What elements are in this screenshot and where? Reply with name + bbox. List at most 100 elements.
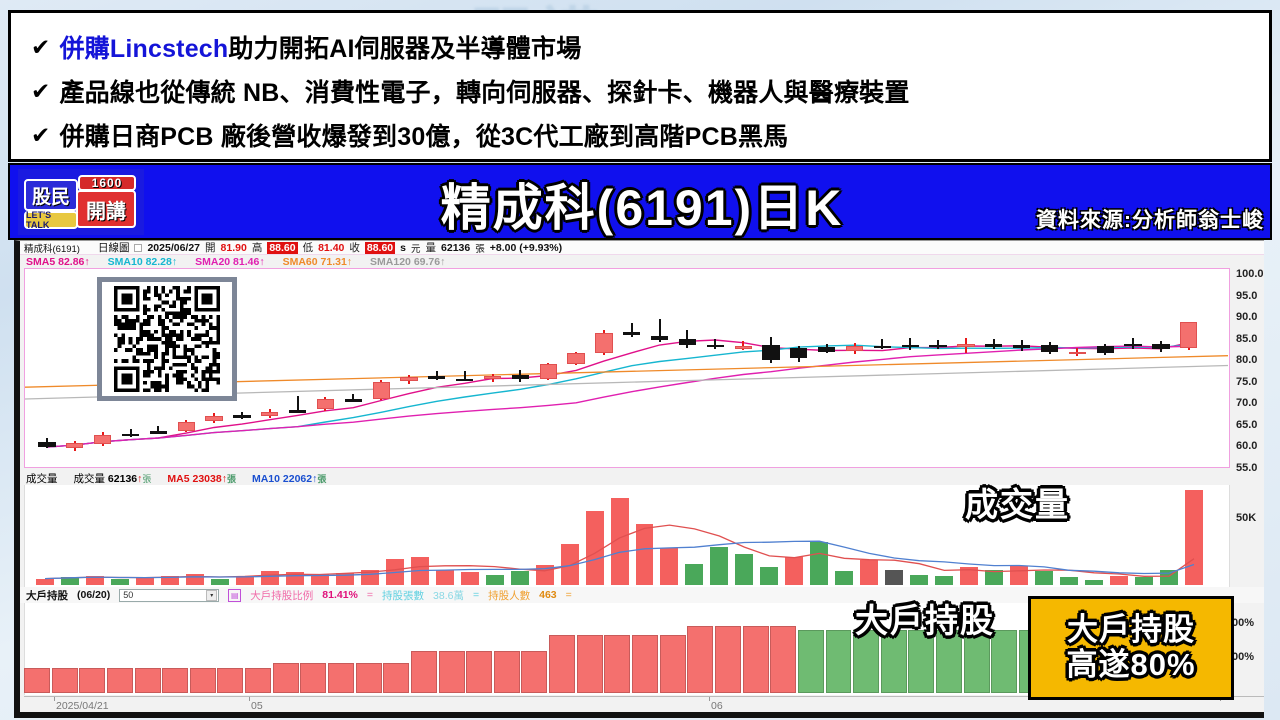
qr-code[interactable] [97, 277, 237, 401]
price-change: +8.00 (+9.93%) [489, 241, 563, 254]
candle-body [121, 433, 140, 437]
holders-people-eq: = [565, 589, 572, 601]
holders-shares-eq: = [472, 589, 480, 601]
candle-body [873, 345, 892, 349]
volume-bar [160, 576, 179, 585]
volume-bar [1135, 577, 1154, 585]
sma-legend-item: SMA60 71.31↑ [282, 255, 353, 268]
badge-line-1: 大戶持股 [1067, 612, 1195, 648]
volume-bar [110, 578, 129, 585]
overlay-label-volume: 成交量 [965, 486, 1070, 523]
close-label: 收 [349, 242, 360, 254]
candle-wick [352, 394, 355, 401]
grid-view-icon[interactable]: ▤ [228, 588, 242, 602]
holders-bar [134, 667, 161, 693]
candle-body [706, 344, 724, 348]
holders-bar [466, 650, 493, 693]
candle-body [372, 381, 390, 399]
channel-logo: 股民 1600 開講 LET'S TALK [18, 169, 144, 235]
volume-ma5: MA5 23038↑張 [167, 473, 236, 485]
holders-ratio-label: 大戶持股比例 [250, 589, 314, 602]
volume-bar [85, 575, 104, 585]
candle-body [1124, 343, 1142, 347]
candle-body [1152, 344, 1170, 350]
volume-bar [610, 497, 629, 585]
ma-line [46, 345, 1189, 448]
holders-bar [549, 634, 576, 693]
price-axis-tick: 85.0 [1236, 332, 1258, 345]
volume-bar [435, 570, 454, 585]
price-axis-tick: 90.0 [1236, 311, 1258, 323]
holders-bar [632, 634, 658, 693]
sma-legend-item: SMA10 82.28↑ [107, 255, 178, 268]
candle-body [344, 399, 362, 402]
bullet-item-3: ✔ 併購日商PCB 廠後營收爆發到30億，從3C代工廠到高階PCB黑馬 [11, 113, 1269, 157]
x-axis: 2025/04/21 05 06 [24, 696, 1264, 712]
volume-bar [585, 511, 604, 585]
sma-legend-item: SMA5 82.86↑ [26, 255, 90, 268]
badge-line-2: 高遂80% [1066, 647, 1196, 682]
check-icon: ✔ [31, 77, 51, 104]
volume-bar [785, 557, 804, 585]
holders-bar [272, 663, 299, 693]
volume-bar [935, 575, 954, 585]
quote-chart-type[interactable]: 日線圖 [97, 242, 130, 254]
price-chart-pane[interactable] [24, 268, 1230, 468]
price-unit: 元 [411, 243, 421, 255]
holders-bar [604, 634, 631, 693]
candle-body [177, 422, 195, 431]
candle-body [1013, 345, 1031, 348]
candle-body [38, 442, 56, 448]
holders-bar [880, 630, 907, 693]
holders-people-label: 持股人數 [488, 589, 531, 602]
price-axis-tick: 60.0 [1236, 440, 1258, 452]
candle-wick [686, 329, 689, 348]
volume-bar [1160, 570, 1179, 585]
chevron-down-icon[interactable]: ▾ [206, 589, 218, 601]
candle-body [595, 332, 613, 353]
candle-body [651, 335, 669, 340]
candle-body [483, 376, 502, 379]
candle-body [985, 343, 1003, 348]
logo-text-2: 1600 [78, 175, 136, 191]
sma-legend: SMA5 82.86↑ SMA10 82.28↑ SMA20 81.46↑ SM… [20, 255, 1264, 268]
candle-body [1040, 345, 1059, 352]
candle-body [734, 346, 752, 349]
volume-chart-pane[interactable] [24, 485, 1230, 587]
holders-bar [300, 663, 327, 693]
candle-body [1180, 321, 1198, 349]
quote-symbol: 精成科(6191) [24, 243, 80, 255]
quote-date: 2025/06/27 [147, 241, 201, 254]
quote-checkbox-icon[interactable] [134, 243, 143, 252]
volume-bar [36, 578, 54, 585]
volume-bar [185, 573, 204, 585]
candle-wick [881, 339, 884, 350]
volume-bar [1085, 580, 1104, 585]
low-label: 低 [302, 242, 314, 254]
holders-bar [825, 630, 852, 693]
volume-axis-tick: 50K [1236, 512, 1257, 524]
volume-bar [310, 574, 329, 585]
volume-label: 量 [425, 242, 437, 254]
holders-bar [521, 650, 548, 693]
candle-body [845, 346, 864, 351]
volume-ma-lines [44, 524, 1195, 580]
candle-body [456, 378, 474, 382]
holders-threshold-select[interactable]: 50 ▾ [119, 588, 220, 602]
candlestick-series [25, 269, 1228, 466]
x-axis-tick [709, 697, 710, 701]
holders-bar [908, 630, 935, 693]
candle-body [149, 431, 167, 434]
holders-bar [963, 630, 990, 693]
candle-body [288, 410, 307, 413]
holders-date: (06/20) [77, 589, 111, 601]
volume-bar [1110, 575, 1129, 585]
volume-bar [885, 569, 904, 585]
candle-body [205, 415, 223, 422]
headline-bullets-box: ✔ 併購Lincstech 助力開拓AI伺服器及半導體市場 ✔ 產品線也從傳統 … [8, 10, 1272, 162]
holders-bar [493, 650, 520, 693]
close-value: 88.60 [364, 241, 396, 254]
candle-wick [1132, 338, 1135, 349]
candle-body [428, 376, 446, 379]
holders-bar [217, 667, 244, 693]
